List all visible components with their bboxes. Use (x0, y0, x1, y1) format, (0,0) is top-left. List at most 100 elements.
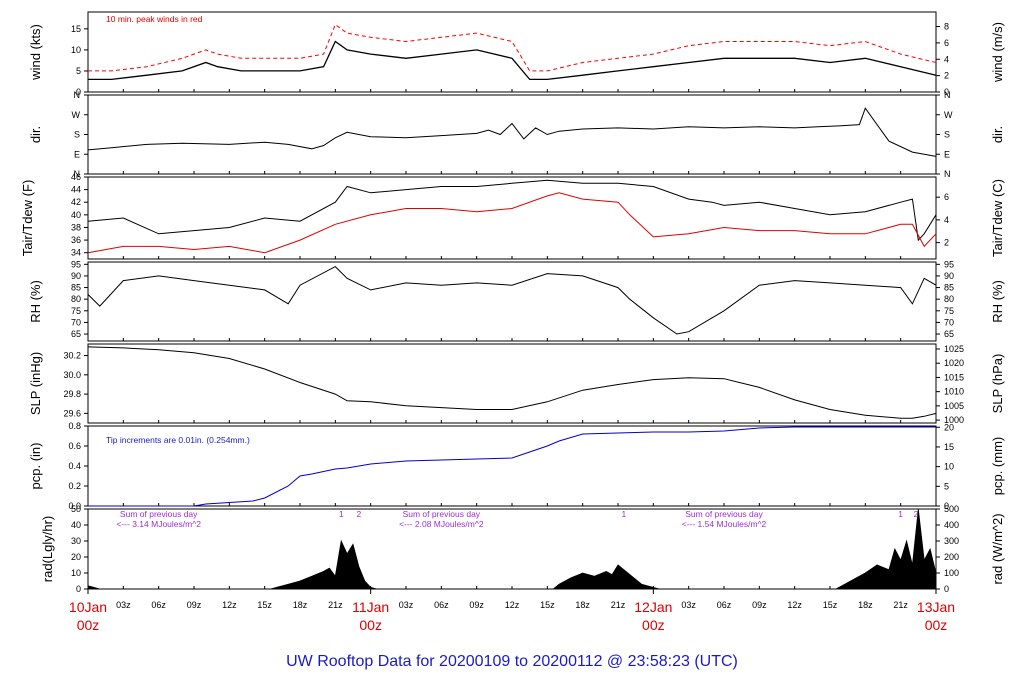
x-tick-label: 12z (787, 600, 802, 610)
rh-right-tick-label: 90 (944, 271, 954, 281)
rad-sum-label: Sum of previous day (685, 509, 763, 519)
pcp-series-cumulative-precipitation-in- (88, 426, 936, 507)
wind-right-tick-label: 6 (944, 38, 949, 48)
x-tick-label: 21z (893, 600, 908, 610)
pcp-ylabel-right: pcp. (mm) (990, 437, 1005, 496)
rad-left-tick-label: 10 (71, 568, 81, 578)
temp-left-tick-label: 40 (71, 210, 81, 220)
x-tick-label: 21z (328, 600, 343, 610)
x-day-hour-label: 00z (925, 617, 948, 633)
x-tick-label: 18z (575, 600, 590, 610)
dir-ylabel-right: dir. (990, 126, 1005, 143)
rh-frame (87, 261, 937, 342)
rad-marker: 1 (898, 509, 903, 519)
rad-ylabel-right: rad (W/m^2) (990, 513, 1005, 584)
temp-left-tick-label: 34 (71, 248, 81, 258)
dir-right-tick-label: N (944, 169, 951, 179)
pcp-left-tick-label: 0.4 (68, 461, 81, 471)
wind-right-tick-label: 2 (944, 71, 949, 81)
pcp-right-tick-label: 10 (944, 462, 954, 472)
rad-left-tick-label: 50 (71, 504, 81, 514)
slp-left-tick-label: 29.8 (63, 389, 81, 399)
rad-right-tick-label: 200 (944, 552, 959, 562)
slp-right-tick-label: 1015 (944, 372, 964, 382)
rad-left-tick-label: 40 (71, 520, 81, 530)
rad-left-tick-label: 30 (71, 536, 81, 546)
rh-left-tick-label: 85 (71, 283, 81, 293)
dir-frame (87, 94, 937, 175)
dir-right-tick-label: E (944, 149, 950, 159)
rh-left-tick-label: 90 (71, 271, 81, 281)
temp-left-tick-label: 46 (71, 172, 81, 182)
x-day-hour-label: 00z (77, 617, 100, 633)
slp-right-tick-label: 1010 (944, 387, 964, 397)
dir-left-tick-label: E (74, 149, 80, 159)
x-tick-label: 06z (151, 600, 166, 610)
rad-sum-value: <--- 3.14 MJoules/m^2 (116, 519, 201, 529)
rh-left-tick-label: 95 (71, 259, 81, 269)
rh-left-tick-label: 65 (71, 329, 81, 339)
temp-series-tdew-f- (87, 192, 937, 254)
rh-right-tick-label: 85 (944, 283, 954, 293)
dir-left-tick-label: N (74, 90, 81, 100)
rad-right-tick-label: 500 (944, 504, 959, 514)
rh-right-tick-label: 95 (944, 259, 954, 269)
x-day-label: 13Jan (917, 599, 955, 615)
pcp-right-tick-label: 5 (944, 481, 949, 491)
rh-left-tick-label: 75 (71, 306, 81, 316)
wind-ylabel-left: wind (kts) (28, 24, 43, 81)
x-day-hour-label: 00z (359, 617, 382, 633)
x-tick-label: 21z (611, 600, 626, 610)
rh-ylabel-left: RH (%) (28, 280, 43, 323)
wind-peak-series (88, 23, 937, 72)
rh-right-tick-label: 70 (944, 317, 954, 327)
x-tick-label: 03z (399, 600, 414, 610)
rad-left-tick-label: 20 (71, 552, 81, 562)
x-tick-label: 06z (717, 600, 732, 610)
pcp-ylabel-left: pcp. (in) (28, 443, 43, 490)
rad-sum-label: Sum of previous day (120, 509, 198, 519)
slp-ylabel-left: SLP (inHg) (28, 352, 43, 415)
dir-right-tick-label: S (944, 130, 950, 140)
wind-left-tick-label: 10 (71, 45, 81, 55)
temp-ylabel-left: Tair/Tdew (F) (20, 180, 35, 257)
wind-right-tick-label: 0 (944, 87, 949, 97)
wind-left-tick-label: 5 (76, 66, 81, 76)
x-day-label: 10Jan (69, 599, 107, 615)
slp-right-tick-label: 1020 (944, 358, 964, 368)
temp-left-tick-label: 38 (71, 222, 81, 232)
rh-right-tick-label: 80 (944, 294, 954, 304)
temp-left-tick-label: 42 (71, 197, 81, 207)
dir-series-wind-direction-deg- (87, 107, 937, 157)
pcp-annotation: Tip increments are 0.01in. (0.254mm.) (106, 435, 250, 445)
temp-ylabel-right: Tair/Tdew (C) (990, 179, 1005, 257)
rad-marker: 1 (339, 509, 344, 519)
x-tick-label: 18z (293, 600, 308, 610)
slp-left-tick-label: 29.6 (63, 408, 81, 418)
pcp-left-tick-label: 0.8 (68, 421, 81, 431)
rad-right-tick-label: 0 (944, 584, 949, 594)
x-tick-label: 09z (752, 600, 767, 610)
rad-sum-value: <--- 2.08 MJoules/m^2 (399, 519, 484, 529)
rad-right-tick-label: 400 (944, 520, 959, 530)
x-day-label: 11Jan (352, 599, 389, 615)
temp-right-tick-label: 2 (944, 238, 949, 248)
pcp-left-tick-label: 0.6 (68, 441, 81, 451)
wind-left-tick-label: 15 (71, 24, 81, 34)
rad-left-tick-label: 0 (76, 584, 81, 594)
x-tick-label: 18z (858, 600, 873, 610)
dir-right-tick-label: N (944, 90, 951, 100)
slp-ylabel-right: SLP (hPa) (990, 354, 1005, 414)
wind-frame (87, 11, 937, 93)
dir-left-tick-label: W (72, 110, 81, 120)
chart-title: UW Rooftop Data for 20200109 to 20200112… (286, 653, 738, 670)
pcp-right-tick-label: 15 (944, 442, 954, 452)
wind-series-wind-speed-kts- (88, 40, 937, 81)
x-tick-label: 15z (540, 600, 555, 610)
x-tick-label: 12z (222, 600, 237, 610)
rad-marker: 2 (914, 509, 919, 519)
dir-right-tick-label: W (944, 110, 953, 120)
dir-left-tick-label: S (74, 130, 80, 140)
rad-sum-label: Sum of previous day (403, 509, 481, 519)
